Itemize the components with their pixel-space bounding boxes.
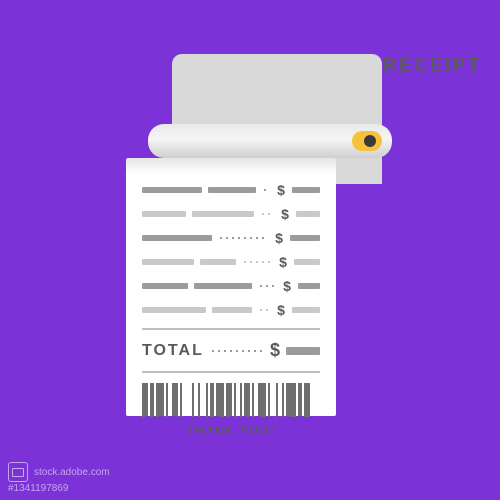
item-text-bar <box>200 259 236 265</box>
item-text-bar <box>142 259 194 265</box>
watermark: stock.adobe.com <box>8 462 110 482</box>
tear-edge <box>126 409 336 423</box>
item-text-bar <box>212 307 252 313</box>
item-text-bar <box>142 187 202 193</box>
receipt-body: $ $ $ $ $ $ TOTAL $ THANK YOU! <box>142 182 320 437</box>
dollar-icon: $ <box>280 278 294 294</box>
leader-dots <box>262 187 268 193</box>
item-text-bar <box>142 235 212 241</box>
dollar-icon: $ <box>278 206 292 222</box>
dollar-icon: $ <box>274 302 288 318</box>
receipt-front-paper: $$$$$$ TOTAL $ THANK YOU! <box>126 158 336 416</box>
front-top-shadow <box>126 158 336 174</box>
item-text-bar <box>142 283 188 289</box>
stock-logo-icon <box>8 462 28 482</box>
leader-dots <box>258 307 268 313</box>
amount-bar <box>292 307 320 313</box>
item-row: $ <box>142 254 320 270</box>
watermark-image-id: #1341197869 <box>8 483 68 494</box>
canvas: RECEIPT $ $ $ $ $ $ TOTAL $ THANK YOU! stock.… <box>0 0 500 500</box>
divider <box>142 371 320 373</box>
total-label: TOTAL <box>142 342 204 360</box>
leader-dots <box>242 259 270 265</box>
item-text-bar <box>142 211 186 217</box>
item-text-bar <box>194 283 252 289</box>
total-row: TOTAL $ <box>142 340 320 361</box>
item-row: $ <box>142 230 320 246</box>
dollar-icon: $ <box>268 340 282 361</box>
divider <box>142 328 320 330</box>
dollar-icon: $ <box>274 182 288 198</box>
item-text-bar <box>208 187 256 193</box>
leader-dots <box>218 235 266 241</box>
item-text-bar <box>142 307 206 313</box>
item-row: $ <box>142 278 320 294</box>
amount-bar <box>294 259 320 265</box>
total-dots <box>210 348 262 354</box>
amount-bar <box>292 187 320 193</box>
item-text-bar <box>192 211 254 217</box>
dollar-icon: $ <box>272 230 286 246</box>
leader-dots <box>258 283 274 289</box>
receipt-header: RECEIPT <box>383 55 482 76</box>
amount-bar <box>290 235 320 241</box>
total-amount-bar <box>286 347 320 355</box>
item-row: $ <box>142 302 320 318</box>
paper-roll-core <box>352 131 382 151</box>
thank-you-text: THANK YOU! <box>142 425 320 437</box>
amount-bar <box>296 211 320 217</box>
dollar-icon: $ <box>276 254 290 270</box>
item-row: $ <box>142 182 320 198</box>
amount-bar <box>298 283 320 289</box>
item-row: $ <box>142 206 320 222</box>
leader-dots <box>260 211 272 217</box>
watermark-site: stock.adobe.com <box>34 467 110 478</box>
